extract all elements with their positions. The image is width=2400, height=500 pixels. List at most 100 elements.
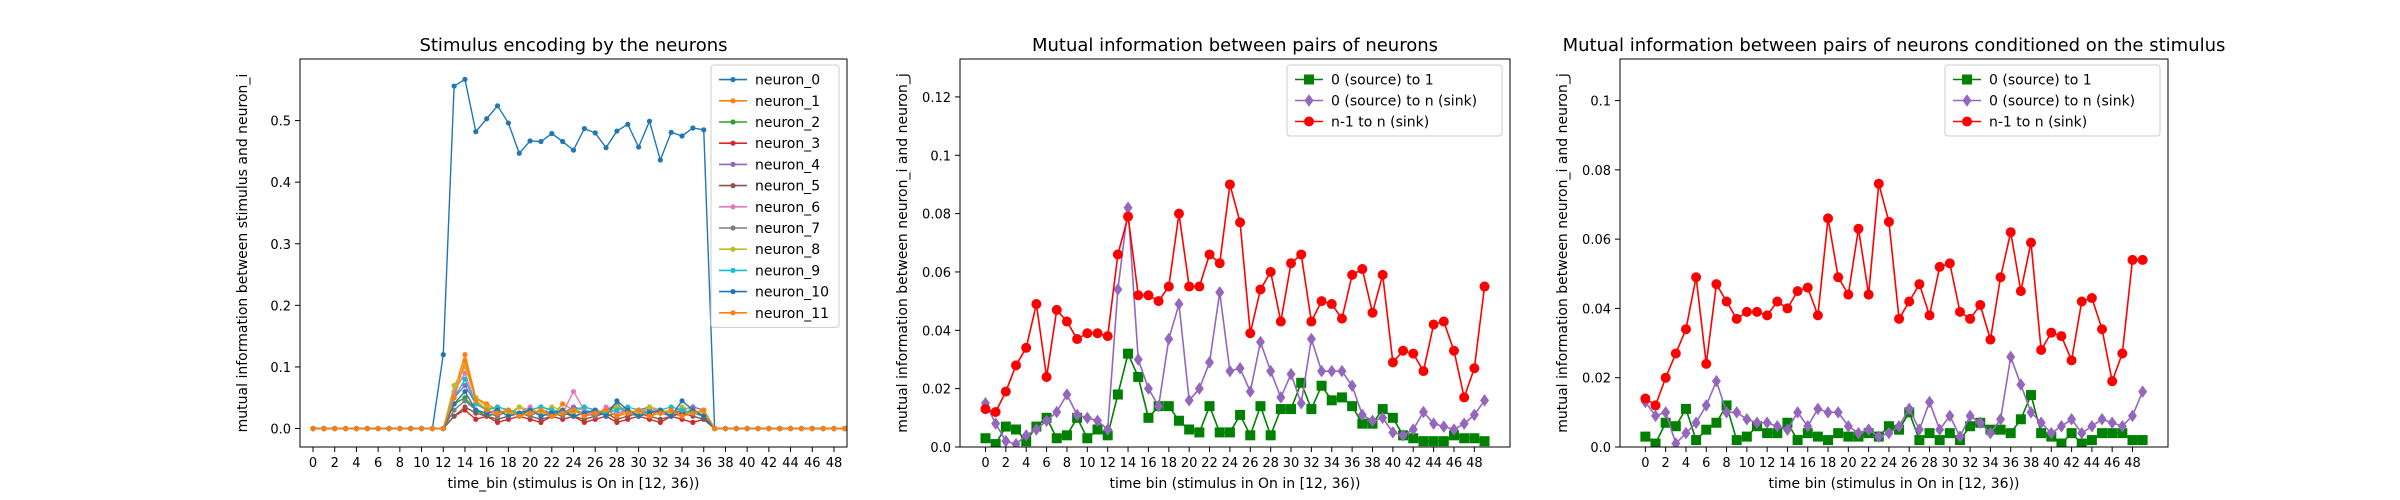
data-point — [1731, 435, 1742, 446]
x-tick-label: 40 — [2043, 456, 2060, 471]
legend-label: 0 (source) to n (sink) — [1989, 94, 2135, 110]
data-point — [1853, 223, 1864, 234]
x-tick-label: 0 — [981, 456, 989, 471]
data-point — [2005, 227, 2016, 238]
data-point — [1051, 304, 1062, 315]
data-point — [1934, 435, 1945, 446]
data-point — [1843, 419, 1853, 433]
data-point — [1469, 433, 1480, 444]
data-point — [980, 433, 991, 444]
data-point — [1833, 428, 1844, 439]
data-point — [1092, 328, 1103, 339]
data-point — [730, 161, 736, 167]
series-neuron-4 — [310, 382, 847, 432]
data-point — [1904, 296, 1915, 307]
data-point — [1772, 296, 1783, 307]
data-point — [1661, 406, 1671, 419]
y-tick-label: 0.1 — [930, 149, 951, 164]
data-point — [701, 127, 707, 133]
data-point — [505, 120, 511, 126]
data-point — [1680, 403, 1691, 414]
data-point — [1214, 427, 1225, 438]
data-point — [701, 407, 707, 413]
data-point — [1368, 414, 1377, 427]
axes-frame — [959, 58, 1511, 448]
data-point — [570, 147, 577, 153]
data-point — [1772, 428, 1783, 439]
data-point — [2046, 426, 2056, 440]
data-point — [462, 376, 468, 382]
legend-label: neuron_1 — [755, 94, 820, 110]
x-tick-label: 34 — [1982, 456, 1999, 471]
data-point — [1985, 334, 1996, 345]
x-tick-label: 22 — [1201, 456, 1218, 471]
data-point — [581, 125, 587, 132]
legend-box — [1286, 64, 1503, 137]
series-0-source-to-n-sink- — [1640, 350, 2148, 447]
chart-title: Stimulus encoding by the neurons — [419, 35, 727, 56]
y-tick-label: 0.1 — [1590, 95, 1611, 110]
data-point — [1480, 394, 1490, 407]
x-tick-label: 10 — [1739, 456, 1756, 471]
data-point — [1925, 395, 1935, 409]
legend: neuron_0 neuron_1 neuron_2 neuron_3 neuron_4… — [710, 64, 840, 328]
data-point — [1660, 372, 1671, 383]
x-tick-label: 32 — [652, 456, 669, 471]
data-point — [364, 425, 370, 432]
data-point — [1082, 411, 1092, 425]
x-tick-label: 28 — [1921, 456, 1938, 471]
chart-3: Mutual information between pairs of neur… — [1555, 35, 2225, 492]
x-tick-label: 4 — [1022, 456, 1030, 471]
legend-label: n-1 to n (sink) — [1989, 115, 2087, 131]
data-point — [1021, 342, 1032, 353]
data-point — [679, 413, 685, 419]
data-point — [1459, 433, 1470, 444]
y-tick-label: 0.3 — [270, 238, 291, 253]
data-point — [1782, 417, 1793, 428]
x-tick-label: 14 — [1120, 456, 1137, 471]
data-point — [494, 103, 501, 109]
data-point — [1752, 416, 1762, 429]
data-point — [1154, 399, 1164, 413]
data-point — [1965, 421, 1976, 432]
data-point — [2076, 438, 2087, 447]
x-tick-label: 42 — [1405, 456, 1422, 471]
data-point — [1741, 306, 1752, 317]
data-point — [1640, 431, 1651, 442]
data-point — [1671, 437, 1681, 447]
data-point — [505, 413, 511, 419]
data-point — [1205, 356, 1215, 369]
x-tick-label: 20 — [522, 456, 539, 471]
x-tick-label: 40 — [1385, 456, 1402, 471]
data-point — [570, 407, 577, 413]
legend-label: neuron_5 — [755, 179, 820, 195]
data-point — [1954, 306, 1965, 317]
data-point — [418, 425, 425, 432]
data-point — [1691, 272, 1702, 283]
data-point — [1934, 261, 1945, 272]
x-tick-label: 46 — [804, 456, 821, 471]
data-point — [1021, 429, 1031, 442]
data-point — [991, 417, 1001, 430]
data-point — [1316, 296, 1327, 307]
data-point — [1914, 435, 1925, 446]
data-point — [787, 425, 794, 432]
legend-box — [1944, 64, 2161, 137]
y-tick-label: 0.06 — [922, 266, 951, 281]
y-axis-label: mutual information between neuron_i and … — [895, 73, 911, 433]
data-point — [1306, 316, 1317, 327]
data-point — [1123, 201, 1133, 215]
x-axis-label: time_bin (stimulus is On in [12, 36)) — [448, 476, 700, 492]
data-point — [1802, 282, 1813, 293]
data-point — [1304, 94, 1314, 107]
data-point — [1051, 433, 1062, 444]
chart-title: Mutual information between pairs of neur… — [1032, 35, 1438, 56]
x-tick-label: 16 — [478, 456, 495, 471]
data-point — [2056, 438, 2067, 447]
data-point — [1306, 404, 1317, 415]
data-point — [386, 425, 392, 432]
data-point — [1194, 427, 1205, 438]
x-tick-label: 16 — [1140, 456, 1157, 471]
data-point — [462, 76, 468, 82]
data-point — [1408, 348, 1419, 359]
